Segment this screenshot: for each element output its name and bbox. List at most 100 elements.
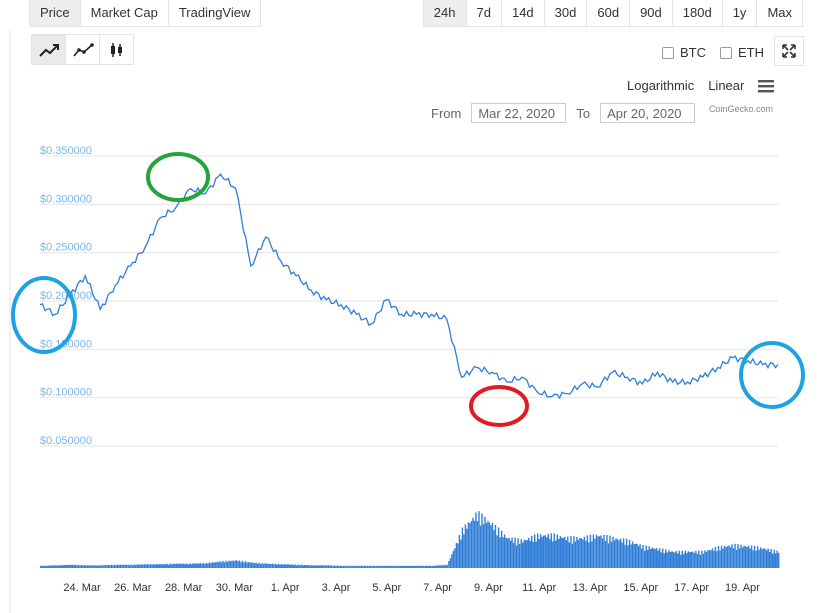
volume-bar: [125, 565, 128, 568]
period-max[interactable]: Max: [756, 0, 803, 27]
volume-bar: [571, 543, 574, 568]
volume-bar: [448, 561, 450, 568]
volume-bar: [708, 550, 711, 568]
tab-market-cap[interactable]: Market Cap: [79, 0, 169, 27]
volume-bar: [633, 544, 635, 568]
volume-bar: [767, 548, 769, 568]
volume-bar: [97, 565, 99, 568]
volume-bar: [393, 566, 396, 568]
y-tick-label: $0.250000: [40, 242, 92, 254]
volume-bar: [149, 563, 152, 568]
period-30d[interactable]: 30d: [543, 0, 588, 27]
volume-bar: [77, 564, 80, 568]
volume-bar: [122, 564, 125, 568]
period-1y[interactable]: 1y: [721, 0, 758, 27]
volume-bar: [285, 564, 287, 568]
linear-option[interactable]: Linear: [708, 78, 745, 93]
volume-bar: [350, 565, 352, 568]
volume-bar: [70, 564, 72, 568]
y-tick-label: $0.300000: [40, 193, 92, 205]
volume-bar: [165, 564, 167, 568]
volume-bar: [297, 564, 299, 568]
volume-bar: [472, 517, 474, 568]
volume-bar: [181, 564, 183, 568]
volume-bar: [666, 552, 668, 568]
volume-bar: [107, 564, 110, 568]
volume-bar: [365, 566, 367, 568]
ohlc-line-button[interactable]: [65, 35, 99, 64]
volume-bar: [156, 564, 158, 568]
volume-bar: [770, 548, 772, 568]
volume-bar: [288, 564, 290, 568]
volume-bar: [287, 564, 289, 568]
volume-bar: [59, 565, 61, 568]
eth-checkbox[interactable]: [720, 46, 732, 59]
volume-bar: [76, 565, 78, 568]
volume-bar: [458, 535, 461, 568]
tab-price[interactable]: Price: [29, 0, 81, 27]
volume-bar: [124, 564, 126, 568]
volume-bar: [528, 537, 530, 568]
volume-bar: [460, 539, 462, 568]
volume-bar: [734, 543, 736, 568]
btc-checkbox[interactable]: [662, 46, 674, 59]
volume-bar: [439, 565, 441, 568]
volume-bar: [493, 530, 495, 568]
volume-bar: [80, 565, 83, 568]
volume-bar: [82, 565, 84, 568]
volume-bar: [317, 565, 319, 568]
volume-bar: [133, 564, 135, 568]
line-chart-button[interactable]: [32, 35, 65, 64]
compare-eth[interactable]: ETH: [720, 45, 764, 60]
period-180d[interactable]: 180d: [671, 0, 723, 27]
volume-bar: [726, 546, 729, 568]
volume-bar: [210, 563, 212, 568]
compare-btc[interactable]: BTC: [662, 45, 706, 60]
volume-bar: [640, 548, 643, 568]
volume-bar: [128, 565, 131, 568]
volume-bar: [53, 565, 55, 568]
volume-bar: [577, 539, 580, 568]
volume-bar: [574, 541, 577, 568]
volume-bar: [351, 566, 354, 568]
volume-bar: [329, 565, 331, 568]
hamburger-menu-icon[interactable]: [758, 79, 774, 93]
volume-bar: [360, 565, 363, 568]
volume-bar: [428, 565, 430, 568]
period-90d[interactable]: 90d: [629, 0, 673, 27]
volume-bar: [636, 543, 638, 568]
volume-bar: [467, 522, 470, 568]
volume-bar: [52, 565, 54, 568]
volume-bar: [422, 565, 424, 568]
volume-bar: [49, 565, 51, 568]
candlestick-button[interactable]: [99, 35, 133, 64]
volume-bar: [306, 565, 308, 568]
volume-bar: [547, 534, 549, 568]
volume-bar: [668, 550, 670, 568]
volume-bar: [86, 565, 89, 568]
volume-bar: [440, 565, 442, 568]
volume-bar: [327, 565, 330, 568]
logarithmic-option[interactable]: Logarithmic: [627, 78, 695, 93]
to-date-input[interactable]: Apr 20, 2020: [600, 103, 696, 123]
volume-bar: [229, 561, 232, 568]
volume-bar: [753, 545, 756, 568]
volume-bar: [693, 553, 696, 568]
tab-tradingview[interactable]: TradingView: [167, 0, 262, 27]
volume-bar: [267, 563, 269, 568]
period-7d[interactable]: 7d: [465, 0, 502, 27]
volume-bar: [506, 538, 509, 568]
volume-bar: [336, 565, 339, 568]
volume-bar: [750, 545, 753, 568]
volume-bar: [561, 537, 563, 568]
from-date-input[interactable]: Mar 22, 2020: [471, 103, 567, 123]
volume-bar: [762, 548, 765, 568]
fullscreen-button[interactable]: [774, 36, 804, 66]
volume-bar: [314, 565, 316, 568]
volume-bar: [518, 544, 521, 568]
period-60d[interactable]: 60d: [586, 0, 631, 27]
volume-bar: [88, 565, 90, 568]
annotation-circles: [11, 152, 805, 427]
period-14d[interactable]: 14d: [500, 0, 545, 27]
volume-bar: [595, 534, 598, 568]
